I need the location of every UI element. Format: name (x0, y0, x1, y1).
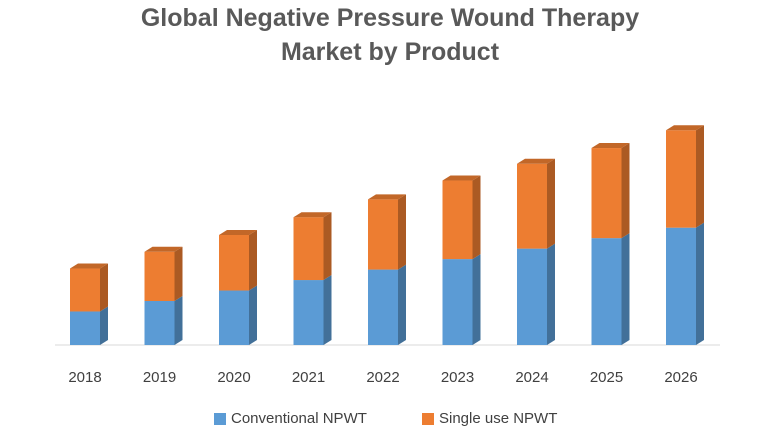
x-tick-label-2020: 2020 (217, 369, 250, 386)
chart-title-line-2: Market by Product (280, 38, 500, 66)
bar-side-conventional-2023 (472, 254, 481, 345)
legend-item-single-use: Single use NPWT (422, 410, 557, 427)
bar-single-use-2018 (70, 268, 100, 312)
x-tick-label-2023: 2023 (441, 369, 474, 386)
x-tick-label-2024: 2024 (515, 369, 548, 386)
bar-top-single-use-2024 (517, 158, 555, 164)
bar-top-single-use-2026 (666, 125, 704, 131)
x-tick-label-2021: 2021 (292, 369, 325, 386)
x-tick-label-2018: 2018 (68, 369, 101, 386)
bar-side-conventional-2025 (621, 233, 630, 345)
bar-conventional-2025 (591, 238, 622, 345)
bar-conventional-2021 (293, 280, 324, 345)
bar-top-single-use-2019 (144, 246, 183, 252)
bar-top-single-use-2018 (70, 263, 108, 269)
bar-single-use-2021 (293, 217, 324, 281)
bar-single-use-2023 (442, 180, 473, 260)
bar-top-single-use-2022 (368, 194, 406, 200)
x-tick-label-2022: 2022 (366, 369, 399, 386)
x-tick-label-2025: 2025 (590, 369, 623, 386)
bar-conventional-2018 (70, 311, 100, 345)
bar-side-single-use-2023 (472, 175, 481, 260)
bar-side-single-use-2024 (547, 158, 555, 249)
bar-conventional-2023 (442, 259, 473, 345)
bar-side-conventional-2019 (174, 296, 183, 345)
bar-single-use-2019 (144, 251, 175, 301)
bar-side-conventional-2018 (100, 306, 108, 345)
chart-title-line-1: Global Negative Pressure Wound Therapy (140, 4, 640, 32)
bar-single-use-2024 (517, 163, 547, 249)
legend: Conventional NPWT Single use NPWT (0, 410, 780, 438)
bar-side-conventional-2021 (323, 275, 332, 345)
x-tick-label-2026: 2026 (664, 369, 697, 386)
legend-swatch-conventional (214, 412, 226, 425)
bar-conventional-2019 (144, 301, 175, 345)
bar-side-conventional-2022 (398, 264, 406, 345)
legend-item-conventional: Conventional NPWT (214, 410, 367, 427)
bar-side-single-use-2020 (249, 230, 257, 291)
bar-conventional-2022 (368, 269, 398, 345)
bar-side-conventional-2024 (547, 243, 555, 345)
x-tick-label-2019: 2019 (143, 369, 176, 386)
bar-top-single-use-2020 (219, 230, 257, 235)
legend-swatch-single-use (422, 412, 434, 425)
bar-side-single-use-2022 (398, 194, 406, 270)
bar-side-conventional-2020 (249, 285, 257, 345)
bar-conventional-2020 (219, 290, 249, 345)
bar-top-single-use-2025 (591, 143, 630, 149)
bar-side-single-use-2019 (174, 246, 183, 301)
bar-single-use-2022 (368, 199, 398, 270)
bar-side-single-use-2018 (100, 263, 108, 312)
bar-side-single-use-2021 (323, 212, 332, 281)
bar-conventional-2024 (517, 248, 547, 345)
bar-top-single-use-2023 (442, 175, 481, 181)
bar-single-use-2025 (591, 148, 622, 239)
legend-label-single-use: Single use NPWT (439, 410, 558, 427)
bar-single-use-2020 (219, 235, 249, 291)
bar-top-single-use-2021 (293, 212, 332, 218)
bar-side-single-use-2025 (621, 143, 630, 239)
bar-side-single-use-2026 (696, 125, 704, 228)
legend-label-conventional: Conventional NPWT (231, 410, 367, 427)
bar-side-conventional-2026 (696, 222, 704, 345)
bar-conventional-2026 (666, 227, 696, 345)
bar-single-use-2026 (666, 130, 696, 228)
